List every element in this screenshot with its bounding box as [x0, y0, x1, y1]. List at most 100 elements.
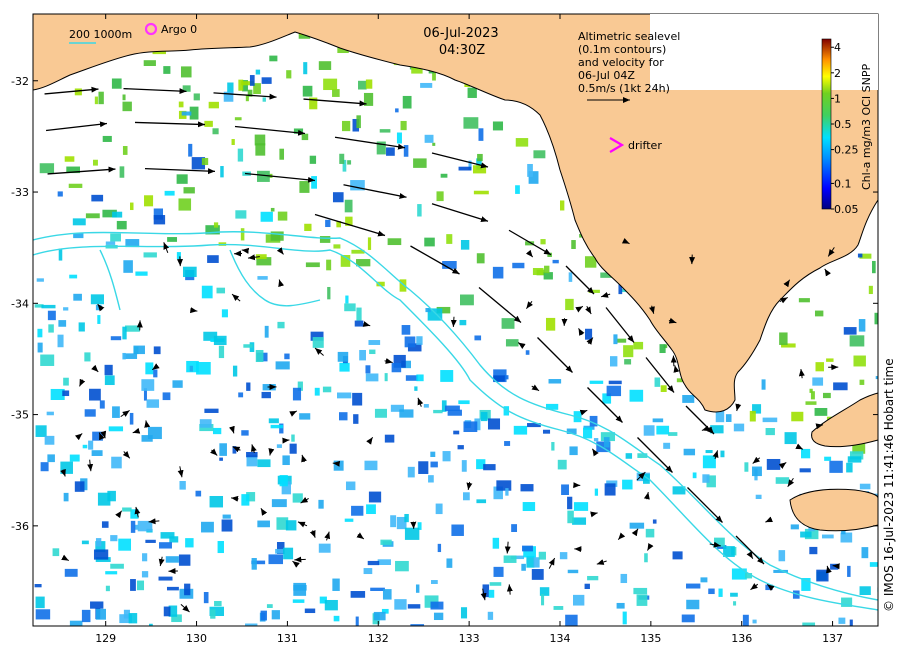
chl-pixel-cluster: [525, 241, 535, 246]
chl-pixel-cluster: [493, 566, 504, 577]
chl-pixel-cluster: [81, 540, 89, 545]
chl-pixel-cluster: [93, 549, 109, 560]
chl-pixel-cluster: [476, 253, 485, 264]
chl-pixel-cluster: [178, 198, 192, 211]
chl-pixel-cluster: [312, 337, 324, 348]
chl-pixel-cluster: [167, 237, 178, 242]
chl-pixel-cluster: [830, 563, 839, 570]
chl-pixel-cluster: [199, 419, 212, 428]
chl-pixel-cluster: [220, 166, 224, 178]
chl-pixel-cluster: [163, 66, 171, 74]
isobath-200m: [33, 243, 878, 611]
chl-pixel-cluster: [356, 115, 361, 129]
chl-pixel-cluster: [573, 594, 585, 606]
velocity-arrow-small: [366, 436, 374, 445]
chl-pixel-cluster: [125, 239, 140, 248]
chl-pixel-cluster: [332, 578, 340, 591]
chl-pixel-cluster: [212, 427, 222, 435]
argo-icon: [144, 22, 158, 36]
velocity-arrow: [637, 437, 673, 473]
chl-pixel-cluster: [340, 255, 351, 267]
chl-pixel-cluster: [407, 466, 415, 478]
chl-pixel-cluster: [245, 95, 249, 102]
chl-pixel-cluster: [404, 513, 409, 523]
chl-pixel-cluster: [629, 522, 645, 529]
chl-pixel-cluster: [752, 404, 762, 414]
chl-pixel-cluster: [214, 600, 222, 607]
chl-pixel-cluster: [293, 582, 307, 596]
velocity-arrow-small: [709, 541, 721, 548]
chl-pixel-cluster: [568, 272, 573, 282]
chl-pixel-cluster: [104, 375, 115, 386]
velocity-arrow-small: [122, 451, 131, 459]
chl-pixel-cluster: [505, 488, 509, 496]
chl-pixel-cluster: [251, 558, 257, 570]
chl-pixel-cluster: [567, 510, 574, 524]
chl-pixel-cluster: [219, 443, 227, 456]
chl-pixel-cluster: [64, 568, 78, 577]
velocity-arrow: [213, 92, 277, 100]
chl-pixel-cluster: [824, 456, 832, 461]
velocity-arrow-small: [417, 397, 424, 407]
colorbar-tick-label: 0.5: [834, 118, 852, 131]
chl-pixel-cluster: [391, 363, 402, 373]
chl-pixel-cluster: [69, 454, 80, 462]
drifter-icon: [609, 137, 625, 153]
chl-pixel-cluster: [260, 610, 267, 621]
chl-pixel-cluster: [181, 111, 192, 116]
chl-pixel-cluster: [223, 91, 234, 102]
chl-pixel-cluster: [755, 494, 762, 500]
chl-pixel-cluster: [815, 362, 824, 372]
velocity-arrow-small: [61, 554, 69, 562]
chl-pixel-cluster: [442, 261, 457, 269]
chl-pixel-cluster: [268, 418, 279, 424]
chl-pixel-cluster: [191, 157, 206, 170]
chl-pixel-cluster: [47, 310, 56, 321]
chl-pixel-cluster: [165, 556, 179, 563]
chl-pixel-cluster: [143, 60, 156, 67]
chl-pixel-cluster: [822, 392, 831, 399]
velocity-arrow-small: [517, 342, 526, 349]
chl-pixel-cluster: [301, 133, 309, 141]
chl-pixel-cluster: [668, 432, 678, 436]
chl-pixel-cluster: [327, 286, 331, 300]
velocity-arrow: [45, 121, 108, 132]
chl-pixel-cluster: [681, 614, 695, 623]
chl-pixel-cluster: [417, 204, 422, 217]
chl-pixel-cluster: [333, 244, 341, 249]
sealevel-note-line-1: Altimetric sealevel: [578, 30, 680, 43]
chl-pixel-cluster: [47, 454, 55, 463]
colorbar-tick-label: 4: [834, 41, 841, 54]
velocity-arrow-small: [798, 368, 805, 379]
chl-pixel-cluster: [617, 338, 627, 343]
chl-pixel-cluster: [487, 418, 501, 430]
chl-pixel-cluster: [322, 386, 332, 393]
velocity-vectors: [44, 86, 840, 613]
y-tick-label: -32: [11, 75, 29, 88]
chl-pixel-cluster: [284, 353, 290, 360]
chl-pixel-cluster: [809, 388, 813, 393]
chl-pixel-cluster: [222, 514, 231, 519]
chl-pixel-cluster: [130, 520, 136, 533]
chl-pixel-cluster: [73, 293, 82, 301]
chl-pixel-cluster: [511, 524, 518, 532]
chl-pixel-cluster: [473, 190, 489, 195]
chl-pixel-cluster: [545, 403, 559, 410]
chl-pixel-cluster: [271, 610, 280, 620]
chl-pixel-cluster: [195, 490, 202, 497]
chl-pixel-cluster: [733, 601, 737, 606]
chl-pixel-cluster: [204, 120, 213, 127]
chl-pixel-cluster: [458, 166, 472, 171]
chl-pixel-cluster: [603, 437, 610, 448]
chl-pixel-cluster: [130, 202, 134, 211]
isobath-canyon-1: [99, 249, 121, 311]
chl-pixel-cluster: [95, 538, 102, 547]
chl-pixel-cluster: [442, 451, 451, 462]
velocity-arrow-small: [525, 300, 534, 309]
chl-pixel-cluster: [720, 450, 725, 458]
chl-pixel-cluster: [433, 612, 444, 621]
chl-pixel-cluster: [594, 488, 599, 496]
chl-pixel-cluster: [683, 448, 696, 456]
chl-pixel-cluster: [399, 409, 414, 418]
land-kangaroo-island: [789, 488, 879, 532]
